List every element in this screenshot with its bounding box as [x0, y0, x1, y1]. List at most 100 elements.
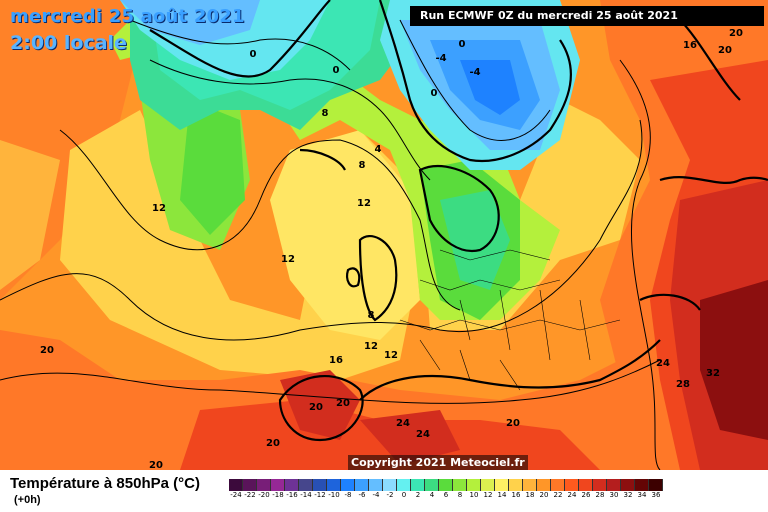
iceland-coast — [299, 148, 346, 171]
temperature-map: 0 0 0 -4 -4 0 8 4 8 12 12 12 8 12 12 16 20 20 20 20 24 24 20 24… — [0, 0, 768, 470]
scale-tick-label: 16 — [511, 491, 521, 499]
scale-swatch — [257, 479, 271, 491]
scale-cell: 32 — [621, 479, 635, 499]
scale-swatch — [607, 479, 621, 491]
scale-cell: 18 — [523, 479, 537, 499]
isotherm-label: 20 — [40, 345, 54, 356]
scale-cell: -12 — [313, 479, 327, 499]
scale-tick-label: -24 — [230, 491, 242, 499]
arctic-coast — [378, 0, 572, 163]
scale-swatch — [523, 479, 537, 491]
isotherm-label: 20 — [336, 398, 350, 409]
isotherm-label: 12 — [384, 350, 398, 361]
scale-tick-label: 24 — [567, 491, 577, 499]
scale-swatch — [313, 479, 327, 491]
scale-swatch — [383, 479, 397, 491]
coastlines — [149, 0, 768, 442]
isotherm-label: -4 — [469, 67, 480, 78]
scale-tick-label: 22 — [553, 491, 563, 499]
scale-swatch — [327, 479, 341, 491]
field-iberia-hot — [280, 370, 360, 440]
field-sahara-hot — [360, 410, 460, 465]
scale-swatch — [243, 479, 257, 491]
scale-swatch — [551, 479, 565, 491]
scale-cell: -22 — [243, 479, 257, 499]
field-greenland-sky — [120, 0, 260, 45]
black-sea-coast — [639, 293, 701, 311]
scale-cell: -24 — [229, 479, 243, 499]
isotherm-lines — [0, 19, 661, 470]
ireland-coast — [346, 267, 361, 288]
scale-cell: 24 — [565, 479, 579, 499]
scale-swatch — [411, 479, 425, 491]
border-line-1 — [399, 319, 621, 331]
scale-cell: 2 — [411, 479, 425, 499]
isotherm-16 — [0, 119, 643, 341]
scale-swatch — [495, 479, 509, 491]
iberia-coast — [278, 374, 364, 442]
scale-cell: 30 — [607, 479, 621, 499]
scale-tick-label: -22 — [244, 491, 256, 499]
isotherm-label: 24 — [396, 418, 410, 429]
scale-swatch — [635, 479, 649, 491]
border-line-4 — [459, 289, 591, 361]
border-line-5 — [419, 339, 521, 391]
scale-cell: 6 — [439, 479, 453, 499]
scale-tick-label: 10 — [469, 491, 479, 499]
scale-swatch — [649, 479, 663, 491]
scale-tick-label: 2 — [415, 491, 421, 499]
scale-swatch — [481, 479, 495, 491]
scale-swatch — [439, 479, 453, 491]
scale-cell: 22 — [551, 479, 565, 499]
scale-swatch — [467, 479, 481, 491]
scale-cell: 4 — [425, 479, 439, 499]
scale-cell: -10 — [327, 479, 341, 499]
scale-cell: 36 — [649, 479, 663, 499]
isotherm-label: 24 — [656, 358, 670, 369]
greenland-coast — [149, 0, 331, 78]
field-arctic-deep — [460, 60, 520, 115]
legend-panel: Température à 850hPa (°C) (+0h) -24 -22 -2… — [0, 470, 768, 512]
border-line-2 — [419, 279, 561, 291]
scale-tick-label: -16 — [286, 491, 298, 499]
scale-tick-label: -12 — [314, 491, 326, 499]
isotherm-label: 8 — [359, 160, 366, 171]
scale-swatch — [299, 479, 313, 491]
forecast-local-time: 2:00 locale — [10, 32, 127, 54]
scale-tick-label: -10 — [328, 491, 340, 499]
isotherm-label: 20 — [309, 402, 323, 413]
scale-cell: 10 — [467, 479, 481, 499]
scale-tick-label: 30 — [609, 491, 619, 499]
scale-cell: -20 — [257, 479, 271, 499]
field-pale-yellow — [270, 130, 420, 340]
isotherm-label: 24 — [416, 429, 430, 440]
scale-cell: 8 — [453, 479, 467, 499]
scale-swatch — [285, 479, 299, 491]
scale-cell: -14 — [299, 479, 313, 499]
field-west-lightorange — [0, 140, 60, 290]
scale-swatch — [537, 479, 551, 491]
borders — [399, 249, 621, 391]
isotherm-label: 12 — [281, 254, 295, 265]
scale-swatch — [355, 479, 369, 491]
scale-tick-label: -2 — [386, 491, 394, 499]
isotherm-label: 20 — [149, 460, 163, 470]
scale-swatch — [369, 479, 383, 491]
isotherm-label: 8 — [368, 310, 375, 321]
scale-cell: -16 — [285, 479, 299, 499]
isotherm-label: 16 — [329, 355, 343, 366]
color-scale: -24 -22 -20 -18 -16 -14 -12 -10 -8 -6 -4 -2 0 2 4 6 8 10 1… — [229, 479, 663, 499]
scale-cell: 34 — [635, 479, 649, 499]
scale-tick-label: 34 — [637, 491, 647, 499]
isotherm-label: 0 — [250, 49, 257, 60]
scale-tick-label: 18 — [525, 491, 535, 499]
scale-tick-label: 20 — [539, 491, 549, 499]
isotherm-4 — [149, 59, 431, 181]
isotherm-0-west — [129, 19, 351, 71]
scale-swatch — [621, 479, 635, 491]
scale-tick-label: 36 — [651, 491, 661, 499]
scale-tick-label: -14 — [300, 491, 312, 499]
scale-cell: -6 — [355, 479, 369, 499]
isotherm-label: 20 — [506, 418, 520, 429]
